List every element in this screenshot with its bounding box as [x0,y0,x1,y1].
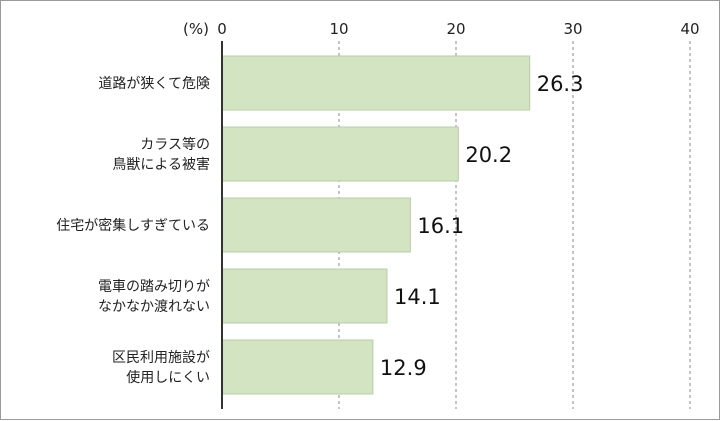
value-label: 26.3 [537,72,584,96]
bar [221,126,459,182]
bar [221,55,531,111]
category-label: 使用しにくい [126,369,210,386]
value-label: 16.1 [417,214,464,238]
category-label: カラス等の [140,136,210,153]
category-label: 電車の踏み切りが [98,278,210,295]
x-tick-label: 40 [680,20,699,38]
x-tick-label: 0 [217,20,227,38]
bar [221,197,411,253]
category-label: 区民利用施設が [112,350,210,366]
category-label: 道路が狭くて危険 [98,76,210,92]
category-label: 住宅が密集しすぎている [56,217,210,234]
category-label: 鳥獣による被害 [112,157,210,173]
value-label: 20.2 [465,143,512,167]
x-tick-label: 20 [446,20,465,38]
category-label: なかなか渡れない [98,299,210,315]
value-label: 12.9 [380,356,427,380]
unit-label: (%) [183,20,209,38]
bar [221,339,374,395]
x-tick-label: 10 [329,20,348,38]
value-label: 14.1 [394,285,441,309]
bar [221,268,388,324]
x-tick-label: 30 [563,20,582,38]
